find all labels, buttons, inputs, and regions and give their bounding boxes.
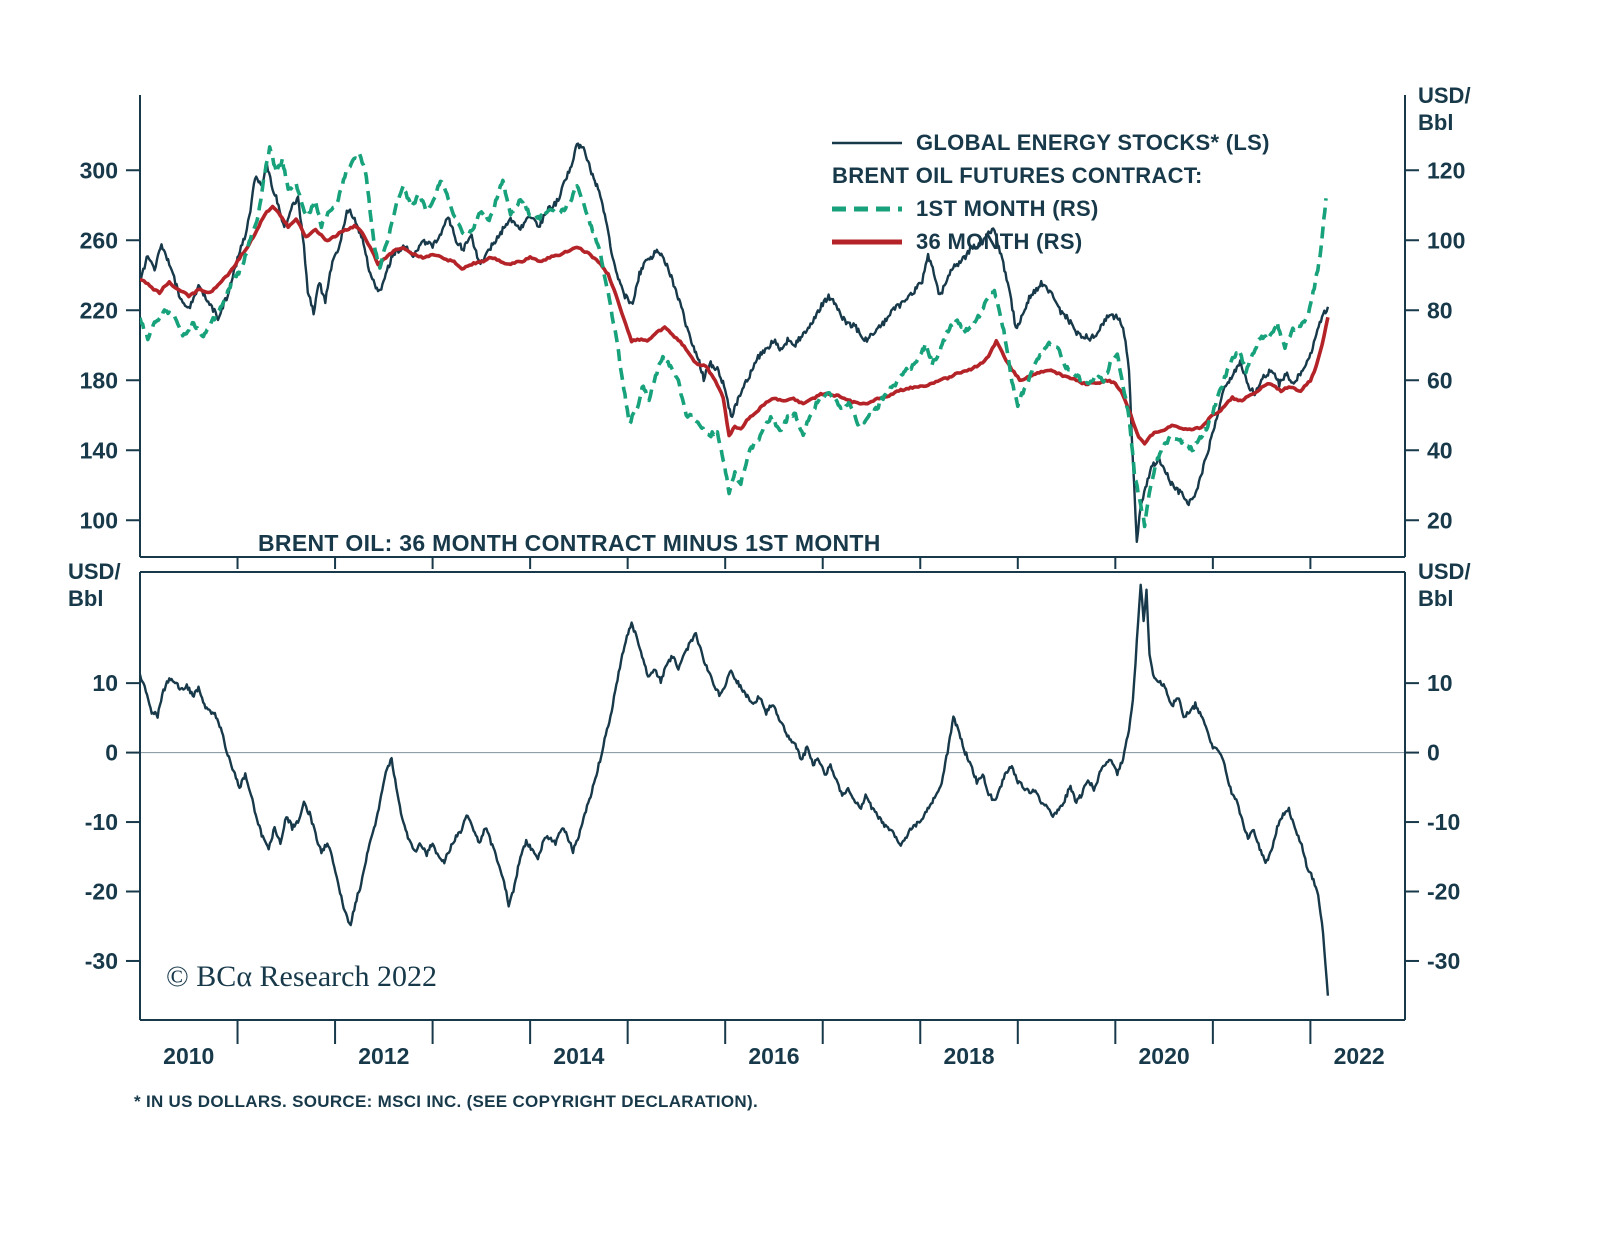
svg-text:2010: 2010 xyxy=(163,1043,214,1069)
legend-header-brent: BRENT OIL FUTURES CONTRACT: xyxy=(832,161,1270,190)
unit-line1: USD/ xyxy=(68,559,121,584)
svg-text:-10: -10 xyxy=(1427,809,1460,835)
legend-header-label: BRENT OIL FUTURES CONTRACT: xyxy=(832,162,1203,188)
svg-text:-10: -10 xyxy=(85,809,118,835)
svg-text:260: 260 xyxy=(80,227,118,253)
footnote: * IN US DOLLARS. SOURCE: MSCI INC. (SEE … xyxy=(134,1092,758,1111)
unit-line2: Bbl xyxy=(1418,110,1454,135)
legend-item-1st-month: 1ST MONTH (RS) xyxy=(832,194,1270,223)
svg-text:120: 120 xyxy=(1427,157,1465,183)
unit-label-bottom-right: USD/ Bbl xyxy=(1418,558,1471,612)
unit-line2: Bbl xyxy=(1418,586,1454,611)
series-36m-minus-1st xyxy=(140,583,1330,996)
unit-label-bottom-left: USD/ Bbl xyxy=(68,558,121,612)
legend-label-global-energy-stocks: GLOBAL ENERGY STOCKS* (LS) xyxy=(916,129,1270,155)
axis-ticks xyxy=(126,169,1419,1044)
legend-line-navy-icon xyxy=(832,141,902,144)
unit-line1: USD/ xyxy=(1418,83,1471,108)
svg-text:80: 80 xyxy=(1427,297,1453,323)
unit-line2: Bbl xyxy=(68,586,104,611)
svg-text:60: 60 xyxy=(1427,367,1453,393)
svg-text:-30: -30 xyxy=(85,948,118,974)
svg-text:20: 20 xyxy=(1427,507,1453,533)
svg-text:2014: 2014 xyxy=(553,1043,604,1069)
unit-line1: USD/ xyxy=(1418,559,1471,584)
series-global-energy-stocks xyxy=(140,142,1330,543)
legend-line-red-icon xyxy=(832,239,902,244)
unit-label-top-right: USD/ Bbl xyxy=(1418,82,1471,136)
svg-text:40: 40 xyxy=(1427,437,1453,463)
svg-text:2016: 2016 xyxy=(748,1043,799,1069)
legend-item-36-month: 36 MONTH (RS) xyxy=(832,227,1270,256)
svg-text:2012: 2012 xyxy=(358,1043,409,1069)
svg-text:2020: 2020 xyxy=(1139,1043,1190,1069)
svg-text:-20: -20 xyxy=(1427,879,1460,905)
copyright-notice: © BCα Research 2022 xyxy=(166,960,437,993)
svg-text:140: 140 xyxy=(80,437,118,463)
legend: GLOBAL ENERGY STOCKS* (LS) BRENT OIL FUT… xyxy=(832,128,1270,256)
svg-text:100: 100 xyxy=(1427,227,1465,253)
svg-text:10: 10 xyxy=(92,670,118,696)
legend-label-1st-month: 1ST MONTH (RS) xyxy=(916,195,1099,221)
bottom-panel-title: BRENT OIL: 36 MONTH CONTRACT MINUS 1ST M… xyxy=(258,530,881,556)
svg-text:220: 220 xyxy=(80,297,118,323)
svg-text:300: 300 xyxy=(80,157,118,183)
legend-line-green-dashed-icon xyxy=(832,206,902,211)
legend-item-global-energy-stocks: GLOBAL ENERGY STOCKS* (LS) xyxy=(832,128,1270,157)
svg-text:-30: -30 xyxy=(1427,948,1460,974)
svg-text:0: 0 xyxy=(105,740,118,766)
svg-text:100: 100 xyxy=(80,507,118,533)
panel-frames xyxy=(139,95,1406,1021)
svg-text:2022: 2022 xyxy=(1334,1043,1385,1069)
svg-text:180: 180 xyxy=(80,367,118,393)
svg-text:10: 10 xyxy=(1427,670,1453,696)
series-brent-1st-month xyxy=(140,145,1328,529)
svg-text:-20: -20 xyxy=(85,879,118,905)
legend-label-36-month: 36 MONTH (RS) xyxy=(916,228,1083,254)
svg-text:2018: 2018 xyxy=(943,1043,994,1069)
svg-text:0: 0 xyxy=(1427,740,1440,766)
